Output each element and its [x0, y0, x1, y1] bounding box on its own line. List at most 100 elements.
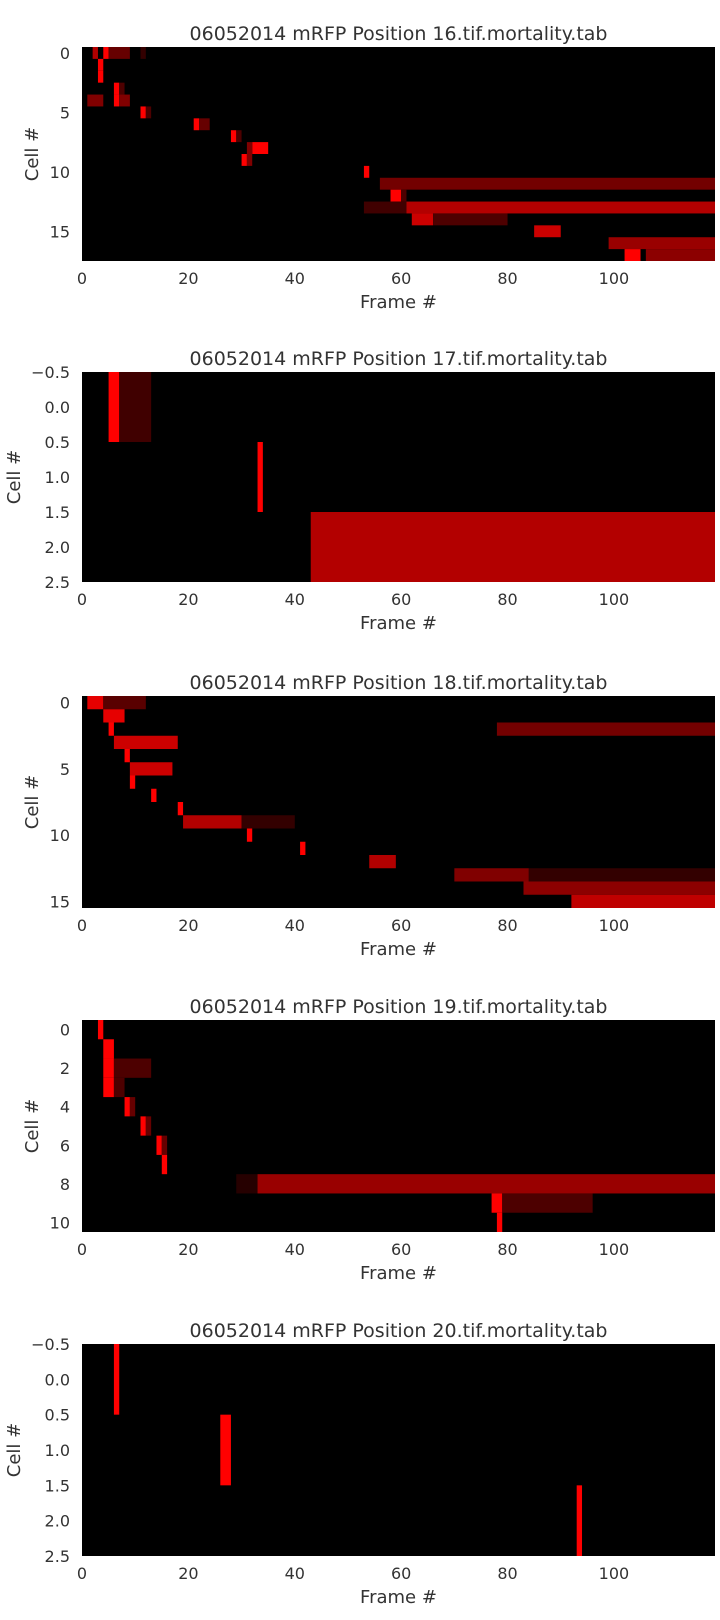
heatmap-cell	[252, 142, 269, 154]
heatmap-cell	[310, 512, 715, 582]
x-tick-label: 100	[599, 916, 630, 935]
heatmap-panel-3: 06052014 mRFP Position 19.tif.mortality.…	[22, 996, 715, 1284]
heatmap-cell	[113, 1058, 152, 1078]
heatmap-cell	[230, 130, 237, 143]
heatmap-cell	[454, 868, 529, 882]
x-tick-label: 100	[599, 590, 630, 609]
x-tick-label: 40	[285, 269, 305, 288]
y-tick-label: 2.5	[45, 1547, 70, 1566]
heatmap-cell	[87, 696, 104, 710]
heatmap-cell	[246, 828, 253, 842]
heatmap-cell	[199, 118, 210, 131]
y-tick-label: 1.5	[45, 1476, 70, 1495]
x-tick-label: 40	[285, 590, 305, 609]
heatmap-panel-0: 06052014 mRFP Position 16.tif.mortality.…	[22, 23, 715, 313]
x-axis-label: Frame #	[360, 613, 437, 634]
heatmap-cell	[124, 749, 130, 763]
heatmap-cell	[103, 1058, 114, 1078]
heatmap-cell	[645, 249, 715, 261]
heatmap-cell	[300, 841, 306, 855]
heatmap-cell	[129, 775, 136, 789]
heatmap-cell	[145, 106, 152, 119]
heatmap-cell	[113, 735, 178, 749]
heatmap-cell	[608, 237, 715, 250]
chart-title: 06052014 mRFP Position 16.tif.mortality.…	[190, 23, 608, 45]
x-tick-label: 60	[391, 916, 411, 935]
y-tick-label: 2	[60, 1059, 70, 1078]
heatmap-cell	[145, 1116, 152, 1136]
heatmap-cell	[103, 1077, 114, 1098]
y-tick-label: −0.5	[31, 363, 70, 382]
x-tick-label: 60	[391, 269, 411, 288]
heatmap-cell	[103, 709, 125, 723]
y-axis-label: Cell #	[22, 127, 43, 181]
chart-title: 06052014 mRFP Position 18.tif.mortality.…	[190, 672, 608, 694]
y-tick-label: 1.5	[45, 503, 70, 522]
y-tick-label: 5	[60, 760, 70, 779]
y-tick-label: −0.5	[31, 1335, 70, 1354]
heatmap-cell	[193, 118, 200, 131]
heatmap-cell	[491, 1193, 503, 1213]
heatmap-cell	[129, 1097, 136, 1117]
x-tick-label: 40	[285, 916, 305, 935]
heatmap-cell	[571, 894, 715, 908]
heatmap-cell	[183, 815, 242, 829]
x-axis-label: Frame #	[360, 1263, 437, 1284]
heatmap-cell	[624, 249, 641, 261]
y-tick-label: 0.0	[45, 1370, 70, 1389]
y-tick-label: 15	[50, 892, 70, 911]
heatmap-cell	[103, 1039, 114, 1059]
heatmap-cell	[103, 696, 146, 710]
x-tick-label: 0	[77, 916, 87, 935]
y-tick-label: 2.0	[45, 538, 70, 557]
x-tick-label: 60	[391, 1564, 411, 1583]
heatmap-cell	[124, 1097, 130, 1117]
x-tick-label: 20	[178, 590, 198, 609]
heatmap-cell	[108, 722, 114, 736]
y-axis-label: Cell #	[22, 1099, 43, 1153]
heatmap-cell	[236, 130, 242, 143]
y-tick-label: 10	[50, 826, 70, 845]
y-tick-label: 1.0	[45, 1441, 70, 1460]
x-tick-label: 0	[77, 269, 87, 288]
heatmap-cell	[97, 58, 104, 71]
heatmap-cell	[236, 1174, 258, 1194]
heatmap-cell	[177, 802, 184, 816]
x-tick-label: 20	[178, 1564, 198, 1583]
x-tick-label: 80	[497, 916, 517, 935]
heatmap-cell	[140, 1116, 146, 1136]
chart-title: 06052014 mRFP Position 20.tif.mortality.…	[190, 1320, 608, 1342]
heatmap-panel-4: 06052014 mRFP Position 20.tif.mortality.…	[4, 1320, 715, 1608]
x-tick-label: 20	[178, 916, 198, 935]
heatmap-cell	[220, 1414, 231, 1486]
y-tick-label: 0	[60, 44, 70, 63]
x-axis-label: Frame #	[360, 292, 437, 313]
heatmap-cell	[119, 94, 130, 107]
x-tick-label: 20	[178, 269, 198, 288]
y-tick-label: 2.5	[45, 573, 70, 592]
heatmap-cell	[401, 189, 407, 202]
y-tick-label: 6	[60, 1136, 70, 1155]
heatmap-cell	[363, 165, 370, 178]
y-tick-label: 0.5	[45, 433, 70, 452]
y-tick-label: 10	[50, 1213, 70, 1232]
heatmap-cell	[576, 1485, 583, 1556]
heatmap-cell	[161, 1135, 168, 1155]
y-tick-label: 0	[60, 1021, 70, 1040]
plot-area	[82, 1020, 715, 1232]
heatmap-cell	[97, 1020, 104, 1040]
heatmap-cell	[119, 82, 125, 95]
y-axis-label: Cell #	[4, 450, 25, 504]
y-tick-label: 2.0	[45, 1512, 70, 1531]
heatmap-cell	[92, 47, 98, 59]
heatmap-cell	[433, 213, 508, 226]
heatmap-cell	[406, 201, 715, 214]
y-tick-label: 4	[60, 1098, 70, 1117]
y-tick-label: 0.5	[45, 1406, 70, 1425]
y-tick-label: 0	[60, 694, 70, 713]
heatmap-cell	[113, 1077, 125, 1098]
x-tick-label: 40	[285, 1564, 305, 1583]
plot-area	[82, 1344, 715, 1556]
heatmap-cell	[113, 82, 120, 95]
